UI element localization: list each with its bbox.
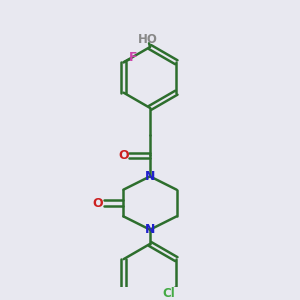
Text: N: N [145, 223, 155, 236]
Text: N: N [145, 170, 155, 183]
Text: Cl: Cl [162, 287, 175, 300]
Text: HO: HO [138, 33, 158, 46]
Text: O: O [118, 149, 129, 162]
Text: O: O [92, 196, 103, 209]
Text: F: F [129, 51, 137, 64]
